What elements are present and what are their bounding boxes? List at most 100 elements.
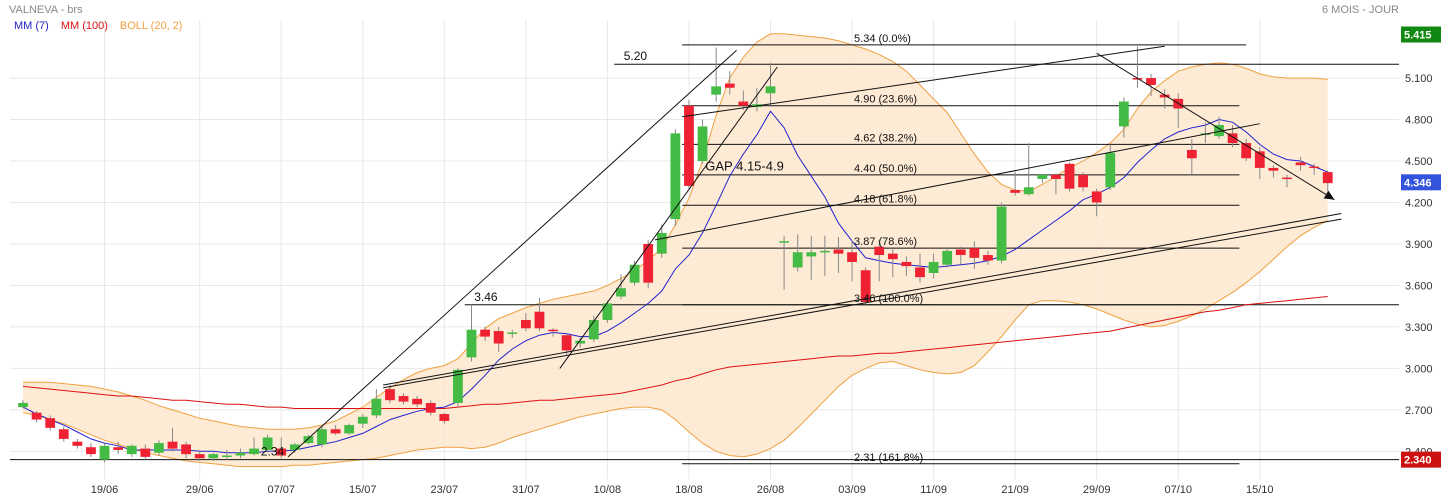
candle [317, 426, 327, 448]
candle-body [72, 441, 83, 446]
candle-body [1010, 190, 1021, 193]
candle [738, 90, 749, 110]
candle [235, 448, 246, 459]
candle [72, 438, 83, 449]
candle-body [874, 246, 885, 256]
period-label: 6 MOIS - JOUR [1322, 4, 1399, 16]
candle [588, 315, 599, 343]
candle-body [249, 448, 259, 455]
x-axis: 19/06 29/06 07/07 15/07 23/07 31/07 10/08 18/08… [91, 484, 1274, 496]
candle-body [58, 429, 69, 439]
candle-body [1214, 125, 1224, 137]
x-tick-label: 11/09 [920, 484, 947, 496]
candle-body [915, 267, 925, 278]
candle-body [779, 241, 789, 243]
candle-body [901, 261, 912, 267]
candle-body [629, 264, 640, 283]
candle-body [1064, 163, 1075, 189]
x-tick-label: 15/10 [1246, 484, 1274, 496]
candle-body [466, 329, 477, 358]
bollinger-fill [23, 33, 1328, 467]
x-tick-label: 26/08 [757, 484, 785, 496]
candle [1091, 188, 1102, 217]
candle [262, 434, 273, 453]
y-tick-label: 4.500 [1405, 156, 1433, 168]
candle [711, 47, 722, 102]
candle-body [887, 253, 898, 260]
candle-body [1186, 149, 1197, 159]
candle [357, 414, 368, 428]
candle-body [1227, 133, 1238, 144]
trendline [559, 66, 778, 369]
candle [561, 333, 572, 355]
trendlines [287, 45, 1342, 458]
candle [99, 443, 110, 463]
x-tick-label: 07/07 [267, 484, 295, 496]
candle [1241, 138, 1252, 162]
candle-body [289, 444, 300, 450]
candle-body [453, 369, 463, 403]
candle-body [181, 444, 191, 455]
candle [1037, 174, 1048, 184]
candle-body [819, 250, 830, 253]
x-tick-label: 19/06 [91, 484, 119, 496]
candle [1023, 143, 1034, 196]
candle-body [1322, 172, 1333, 184]
candle [643, 239, 654, 289]
candle-body [303, 436, 314, 444]
candle-body [928, 261, 939, 274]
candle [276, 437, 287, 459]
candle-body [711, 86, 722, 95]
candle [221, 449, 232, 460]
candle [1214, 116, 1224, 139]
candle-body [1309, 166, 1320, 169]
indicator-label: MM (100) [61, 20, 108, 32]
trendline-arrowhead [1323, 190, 1335, 200]
price-badge-high: 5.415 [1401, 26, 1441, 43]
candle [18, 400, 28, 409]
level-label: 3.46 [474, 290, 498, 304]
candle-body [792, 252, 803, 268]
candle-body [86, 447, 96, 455]
level-label: 5.20 [624, 49, 648, 63]
candle-body [493, 331, 504, 344]
price-badge-label: 2.340 [1404, 455, 1432, 467]
candle-body [330, 429, 341, 434]
candle [1254, 147, 1265, 179]
candle [344, 423, 355, 435]
candle-body [520, 320, 531, 329]
candle-body [588, 320, 599, 340]
price-badge-last: 4.346 [1401, 174, 1441, 191]
trendline [654, 123, 1260, 241]
candle-body [697, 126, 708, 162]
candle [847, 239, 857, 282]
candle [548, 328, 558, 337]
candle-body [439, 414, 450, 421]
fibonacci-label: 4.90 (23.6%) [854, 94, 917, 106]
candle [330, 425, 341, 435]
candle [697, 119, 708, 164]
candle [507, 329, 518, 338]
candle-body [942, 250, 953, 265]
fibonacci-label: 4.18 (61.8%) [854, 193, 917, 205]
candle [86, 443, 96, 457]
candle [1159, 89, 1170, 109]
candle [194, 449, 205, 462]
candle-body [670, 133, 681, 220]
candle-body [235, 452, 246, 456]
candle-body [154, 443, 164, 453]
candle [45, 415, 56, 431]
candle-body [18, 402, 28, 408]
chart-title: VALNEVA - brs [9, 4, 83, 16]
indicator-label: MM (7) [14, 20, 49, 32]
y-tick-label: 3.600 [1405, 280, 1433, 292]
candle-body [194, 454, 205, 459]
candle [1146, 73, 1156, 97]
candle [303, 434, 314, 445]
candle-body [167, 441, 178, 449]
candle [113, 441, 124, 455]
candle [208, 452, 219, 462]
candle [1064, 162, 1075, 192]
candle-body [507, 332, 518, 334]
candle [928, 253, 939, 279]
